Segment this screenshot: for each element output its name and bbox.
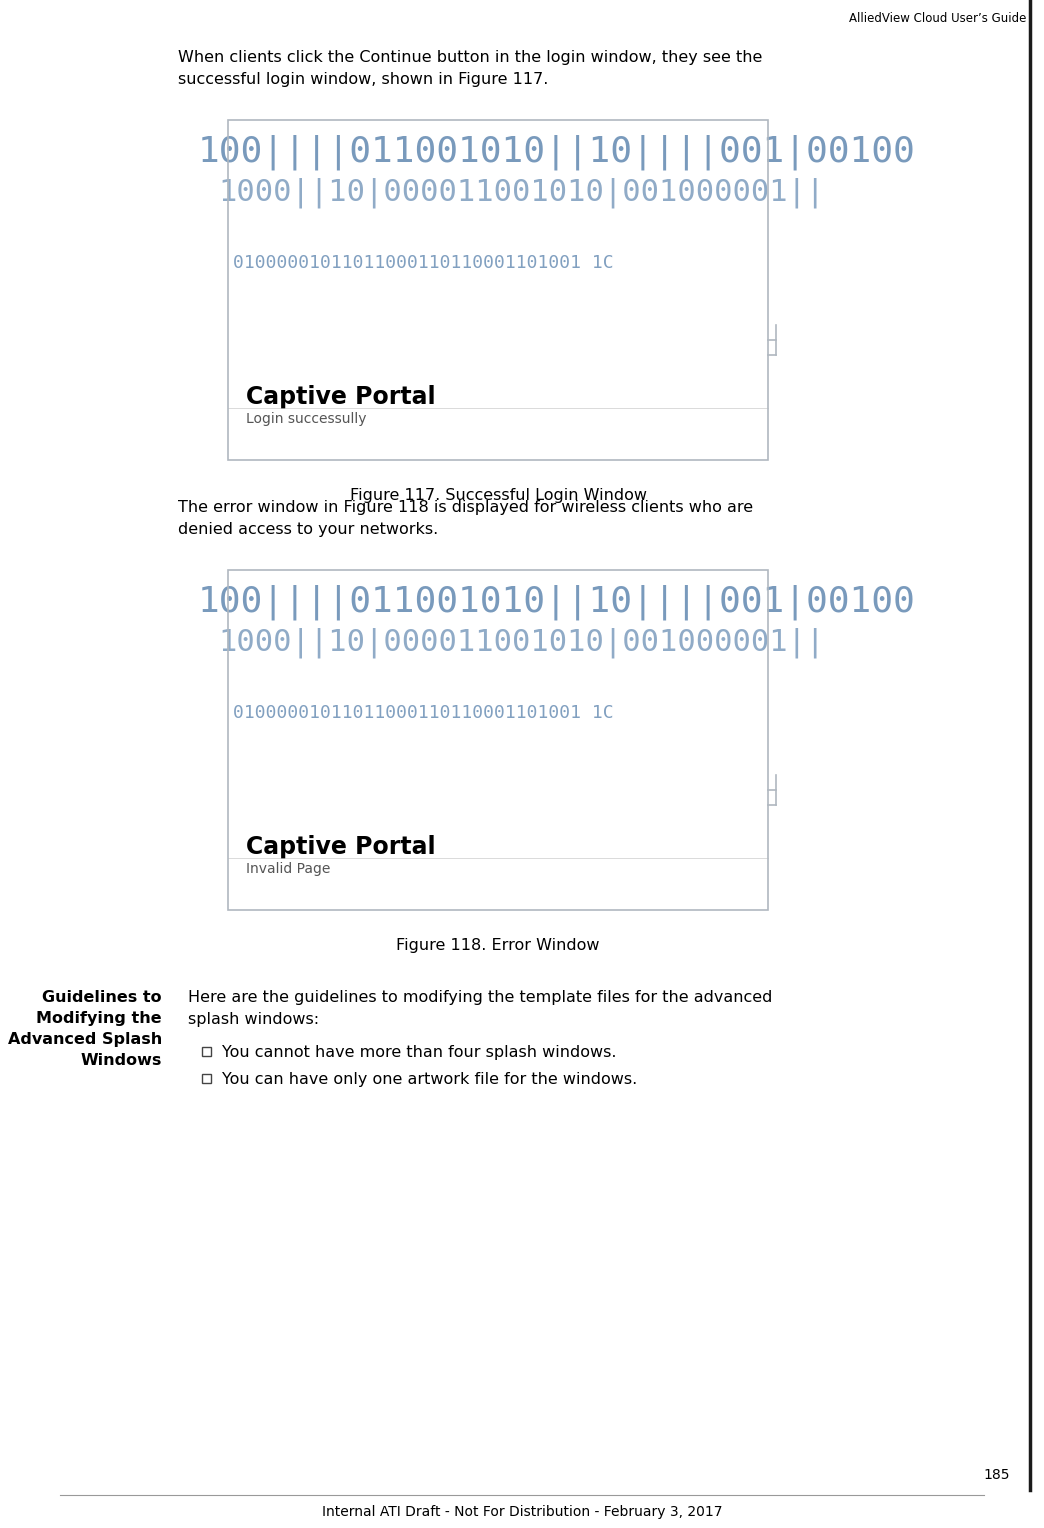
Text: When clients click the Continue button in the login window, they see the: When clients click the Continue button i… bbox=[177, 50, 762, 66]
Text: splash windows:: splash windows: bbox=[188, 1012, 319, 1027]
Text: Figure 118. Error Window: Figure 118. Error Window bbox=[397, 938, 599, 953]
Text: 1000||10|000011001010|001000001||: 1000||10|000011001010|001000001|| bbox=[218, 626, 825, 657]
Bar bbox=[201, 1074, 211, 1083]
Text: Captive Portal: Captive Portal bbox=[246, 834, 435, 859]
Text: Windows: Windows bbox=[80, 1053, 162, 1068]
Text: Here are the guidelines to modifying the template files for the advanced: Here are the guidelines to modifying the… bbox=[188, 990, 773, 1005]
Text: 1000||10|000011001010|001000001||: 1000||10|000011001010|001000001|| bbox=[218, 177, 825, 208]
Text: Internal ATI Draft - Not For Distribution - February 3, 2017: Internal ATI Draft - Not For Distributio… bbox=[322, 1505, 722, 1519]
Text: 100||||011001010||10||||001|00100: 100||||011001010||10||||001|00100 bbox=[198, 134, 916, 171]
Bar bbox=[228, 121, 768, 460]
Text: 01000001011011000110110001101001 1C: 01000001011011000110110001101001 1C bbox=[233, 704, 614, 723]
Text: You cannot have more than four splash windows.: You cannot have more than four splash wi… bbox=[222, 1045, 617, 1060]
Text: Advanced Splash: Advanced Splash bbox=[7, 1031, 162, 1047]
Text: Figure 117. Successful Login Window: Figure 117. Successful Login Window bbox=[350, 487, 646, 503]
Bar bbox=[228, 570, 768, 911]
Text: AlliedView Cloud User’s Guide: AlliedView Cloud User’s Guide bbox=[849, 12, 1026, 24]
Text: 01000001011011000110110001101001 1C: 01000001011011000110110001101001 1C bbox=[233, 254, 614, 272]
Bar bbox=[201, 1047, 211, 1056]
Text: You can have only one artwork file for the windows.: You can have only one artwork file for t… bbox=[222, 1073, 637, 1086]
Bar bbox=[228, 121, 768, 460]
Text: Guidelines to: Guidelines to bbox=[43, 990, 162, 1005]
Text: Modifying the: Modifying the bbox=[37, 1012, 162, 1025]
Text: denied access to your networks.: denied access to your networks. bbox=[177, 523, 438, 536]
Bar bbox=[228, 570, 768, 911]
Text: Invalid Page: Invalid Page bbox=[246, 862, 330, 876]
Text: 100||||011001010||10||||001|00100: 100||||011001010||10||||001|00100 bbox=[198, 585, 916, 620]
Text: Captive Portal: Captive Portal bbox=[246, 385, 435, 410]
Text: successful login window, shown in Figure 117.: successful login window, shown in Figure… bbox=[177, 72, 548, 87]
Text: 185: 185 bbox=[983, 1468, 1010, 1482]
Text: Login successully: Login successully bbox=[246, 413, 366, 426]
Text: The error window in Figure 118 is displayed for wireless clients who are: The error window in Figure 118 is displa… bbox=[177, 500, 753, 515]
